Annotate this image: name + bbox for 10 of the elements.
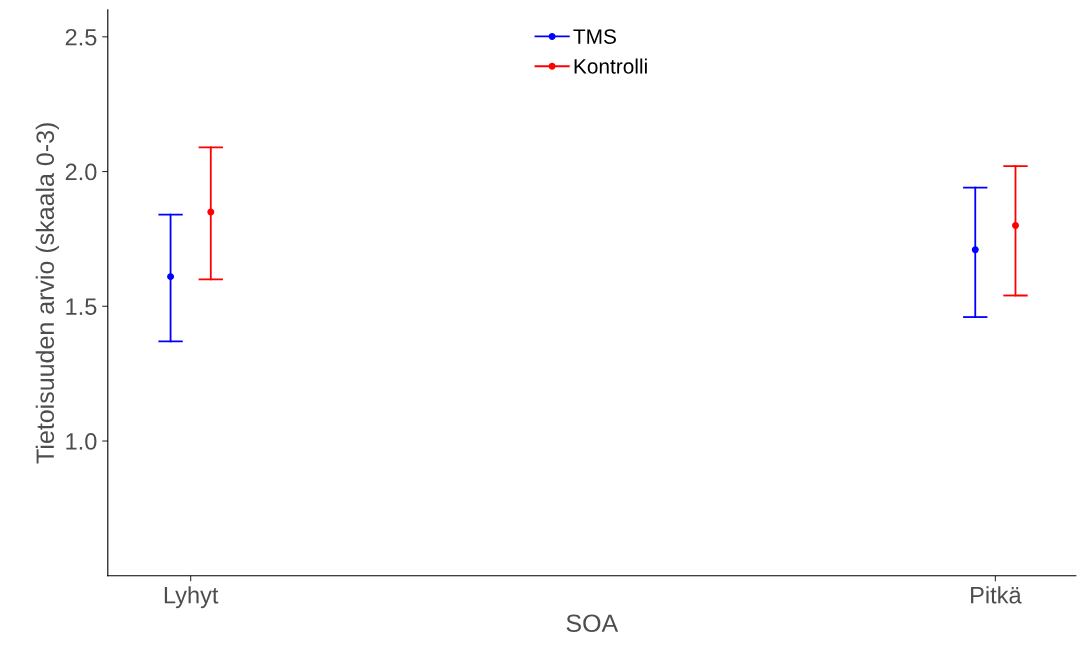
x-axis-title: SOA — [566, 614, 619, 633]
y-tick-label: 1.5 — [66, 298, 97, 316]
legend-label: Kontrolli — [574, 58, 647, 74]
y-axis-title: Tietoisuuden arvio (skaala 0-3) — [35, 123, 59, 464]
x-tick-label: Lyhyt — [164, 586, 219, 609]
y-tick-label: 1.0 — [66, 433, 97, 450]
legend-label: TMS — [573, 29, 616, 44]
x-tick-label: Pitkä — [971, 586, 1022, 604]
y-tick-label: 2.5 — [65, 28, 97, 46]
y-tick-label: 2.0 — [65, 163, 97, 181]
